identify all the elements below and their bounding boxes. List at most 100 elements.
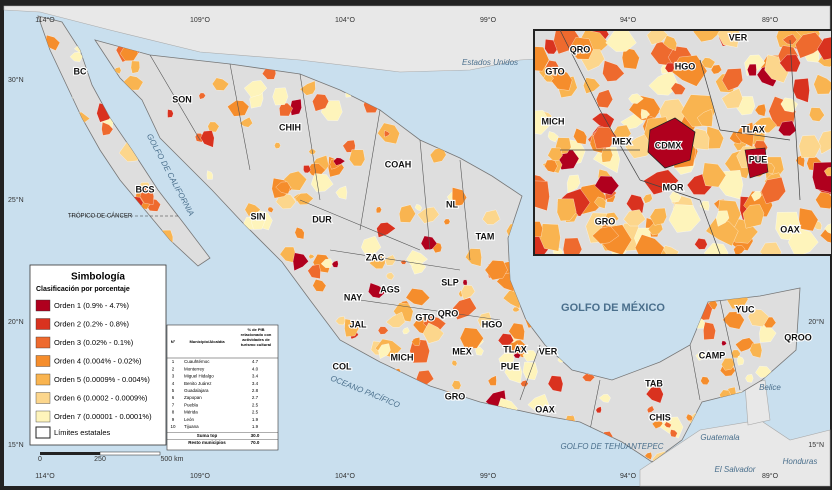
municipality <box>385 311 406 328</box>
municipality <box>361 235 382 256</box>
municipality <box>349 149 366 167</box>
municipality <box>294 192 314 205</box>
municipality <box>754 103 767 117</box>
inset-map <box>533 29 832 256</box>
municipality <box>699 200 710 211</box>
state-label: GRO <box>445 391 466 401</box>
inset-boundary <box>599 109 641 181</box>
municipality <box>543 73 554 83</box>
table-cell: 5 <box>172 388 175 393</box>
municipality <box>417 206 440 224</box>
longitude-label: 99°O <box>480 472 497 480</box>
inset-boundary <box>719 129 791 141</box>
legend-swatch <box>35 392 51 404</box>
municipality <box>275 181 291 195</box>
inset-state-label: PUE <box>749 154 768 164</box>
state-boundary <box>419 139 431 251</box>
state-label: MICH <box>391 352 414 362</box>
state-label: CAMP <box>699 350 726 360</box>
state-boundary <box>589 379 601 431</box>
legend: Simbología Clasificación por porcentaje Or… <box>29 264 167 446</box>
table-cell: 2.7 <box>252 395 259 400</box>
municipality <box>527 393 550 414</box>
municipality <box>747 63 757 76</box>
table-box <box>166 324 279 451</box>
state-label: VER <box>539 346 558 356</box>
state-boundary <box>299 73 321 201</box>
state-label: GTO <box>415 312 434 322</box>
municipality <box>664 62 675 73</box>
table-cell: Cuauhtémoc <box>184 359 210 364</box>
latitude-label: 30°N <box>8 76 24 84</box>
latitude-label: 25°N <box>8 196 24 204</box>
longitude-label: 109°O <box>190 472 210 480</box>
municipality <box>378 343 391 359</box>
municipality <box>621 47 640 70</box>
municipality <box>697 108 713 127</box>
municipality <box>721 88 743 109</box>
legend-label: Orden 6 (0.0002 - 0.0009%) <box>54 393 148 402</box>
municipality <box>243 80 268 98</box>
ranking-table: N° Municipio/Alcaldía % de PIB relacionado… <box>166 324 279 451</box>
table-cell: 7 <box>172 402 175 407</box>
inset-state-label: CDMX <box>655 140 682 150</box>
state-label: YUC <box>735 304 755 314</box>
municipality <box>782 34 798 45</box>
table-cell: 3 <box>172 374 175 379</box>
municipality <box>751 191 762 202</box>
longitude-label: 94°O <box>620 472 637 480</box>
inset-state-label: GRO <box>595 216 616 226</box>
municipality <box>594 175 620 196</box>
legend-swatch <box>35 299 51 312</box>
municipality <box>635 234 665 254</box>
inset-boundary <box>559 29 601 111</box>
municipality <box>274 142 281 149</box>
municipality <box>812 161 831 193</box>
inset-state-label: HGO <box>675 61 696 71</box>
state-label: TLAX <box>503 344 527 354</box>
municipality <box>331 260 339 268</box>
legend-box <box>29 264 167 446</box>
municipality <box>694 238 708 250</box>
legend-subtitle: Clasificación por porcentaje <box>36 286 130 293</box>
legend-label: Orden 1 (0.9% - 4.7%) <box>54 301 130 310</box>
state-boundary <box>519 344 541 401</box>
cdmx-area <box>647 117 696 169</box>
state-boundary <box>229 63 251 171</box>
municipality <box>299 80 316 96</box>
municipality <box>139 187 154 205</box>
geo-label: TRÓPICO DE CÁNCER <box>68 213 133 220</box>
table-cell: Puebla <box>184 402 199 407</box>
longitude-label: 89°O <box>762 472 779 480</box>
table-cell: 1.9 <box>252 417 259 422</box>
municipality <box>745 374 754 383</box>
municipality <box>663 35 677 51</box>
longitude-label: 99°O <box>480 16 497 24</box>
state-label: MEX <box>452 346 472 356</box>
municipality <box>602 60 625 82</box>
geo-label: Estados Unidos <box>462 58 518 67</box>
municipality <box>198 92 206 100</box>
inset-boundary <box>699 59 721 131</box>
municipality <box>721 340 727 346</box>
municipality <box>385 272 395 281</box>
municipality <box>307 264 321 279</box>
latitude-label: 15°N <box>8 441 24 449</box>
table-cell: León <box>184 417 195 422</box>
table-header: Municipio/Alcaldía <box>189 339 225 344</box>
municipality <box>206 170 213 180</box>
municipality <box>556 198 577 222</box>
legend-label: Orden 5 (0.0009% - 0.004%) <box>54 375 150 384</box>
municipality <box>292 252 309 272</box>
municipality <box>377 326 389 335</box>
table-total: Resto municipios <box>188 440 226 445</box>
municipality <box>651 419 663 429</box>
municipality <box>715 210 730 227</box>
municipality <box>272 87 289 106</box>
state-boundary <box>149 54 201 141</box>
municipality <box>813 74 831 95</box>
municipality <box>644 452 653 460</box>
municipality <box>649 207 667 226</box>
municipality <box>669 191 682 203</box>
